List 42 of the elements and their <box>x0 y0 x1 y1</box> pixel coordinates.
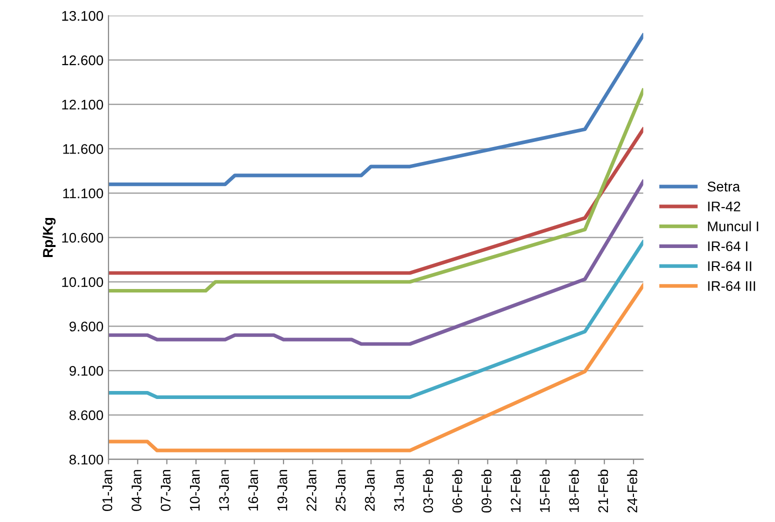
line-series <box>108 33 644 186</box>
x-tick-label: 18-Feb <box>568 470 579 512</box>
x-tick-label: 07-Jan <box>160 470 171 512</box>
x-tick-label: 06-Feb <box>452 470 462 513</box>
y-tick-label: 10.600 <box>62 232 104 243</box>
x-tick-label: 22-Jan <box>306 470 316 511</box>
y-tick-label: 12.600 <box>62 55 104 66</box>
legend-label: IR-42 <box>708 202 740 212</box>
y-tick-label: 13.100 <box>62 10 104 21</box>
x-tick-label: 01-Jan <box>102 470 112 512</box>
line-series <box>108 88 644 293</box>
x-tick-label: 24-Feb <box>627 470 638 512</box>
x-tick-label: 04-Jan <box>132 470 142 512</box>
x-tick-label: 10-Jan <box>190 470 200 510</box>
x-tick-label: 31-Jan <box>394 470 404 512</box>
y-tick-label: 11.100 <box>63 188 104 198</box>
y-tick-label: 8.100 <box>69 454 104 465</box>
x-tick-label: 16-Jan <box>248 470 258 510</box>
x-tick-label: 19-Jan <box>277 470 288 510</box>
y-tick-label: 12.100 <box>62 100 104 110</box>
legend-label: Muncul I <box>708 221 758 232</box>
y-tick-label: 9.100 <box>70 366 104 376</box>
line-series <box>108 284 644 452</box>
legend-label: IR-64 I <box>708 241 748 252</box>
x-tick-label: 21-Feb <box>598 470 608 512</box>
legend-label: Setra <box>708 182 740 192</box>
x-tick-label: 13-Jan <box>219 470 229 510</box>
y-tick-label: 8.600 <box>69 410 104 420</box>
y-tick-label: 9.600 <box>70 322 104 332</box>
y-axis-title: Rp/Kg <box>42 218 56 258</box>
legend-label: IR-64 III <box>708 281 756 291</box>
x-tick-label: 25-Jan <box>336 470 346 511</box>
line-series <box>108 240 644 400</box>
x-tick-label: 09-Feb <box>481 470 492 513</box>
x-tick-label: 28-Jan <box>364 470 375 511</box>
x-tick-label: 12-Feb <box>510 470 521 512</box>
legend-label: IR-64 II <box>708 261 752 272</box>
y-tick-label: 10.100 <box>62 277 104 288</box>
line-series <box>108 180 644 346</box>
x-tick-label: 03-Feb <box>422 470 434 513</box>
y-tick-label: 11.600 <box>63 144 104 154</box>
x-tick-label: 15-Feb <box>540 470 550 512</box>
